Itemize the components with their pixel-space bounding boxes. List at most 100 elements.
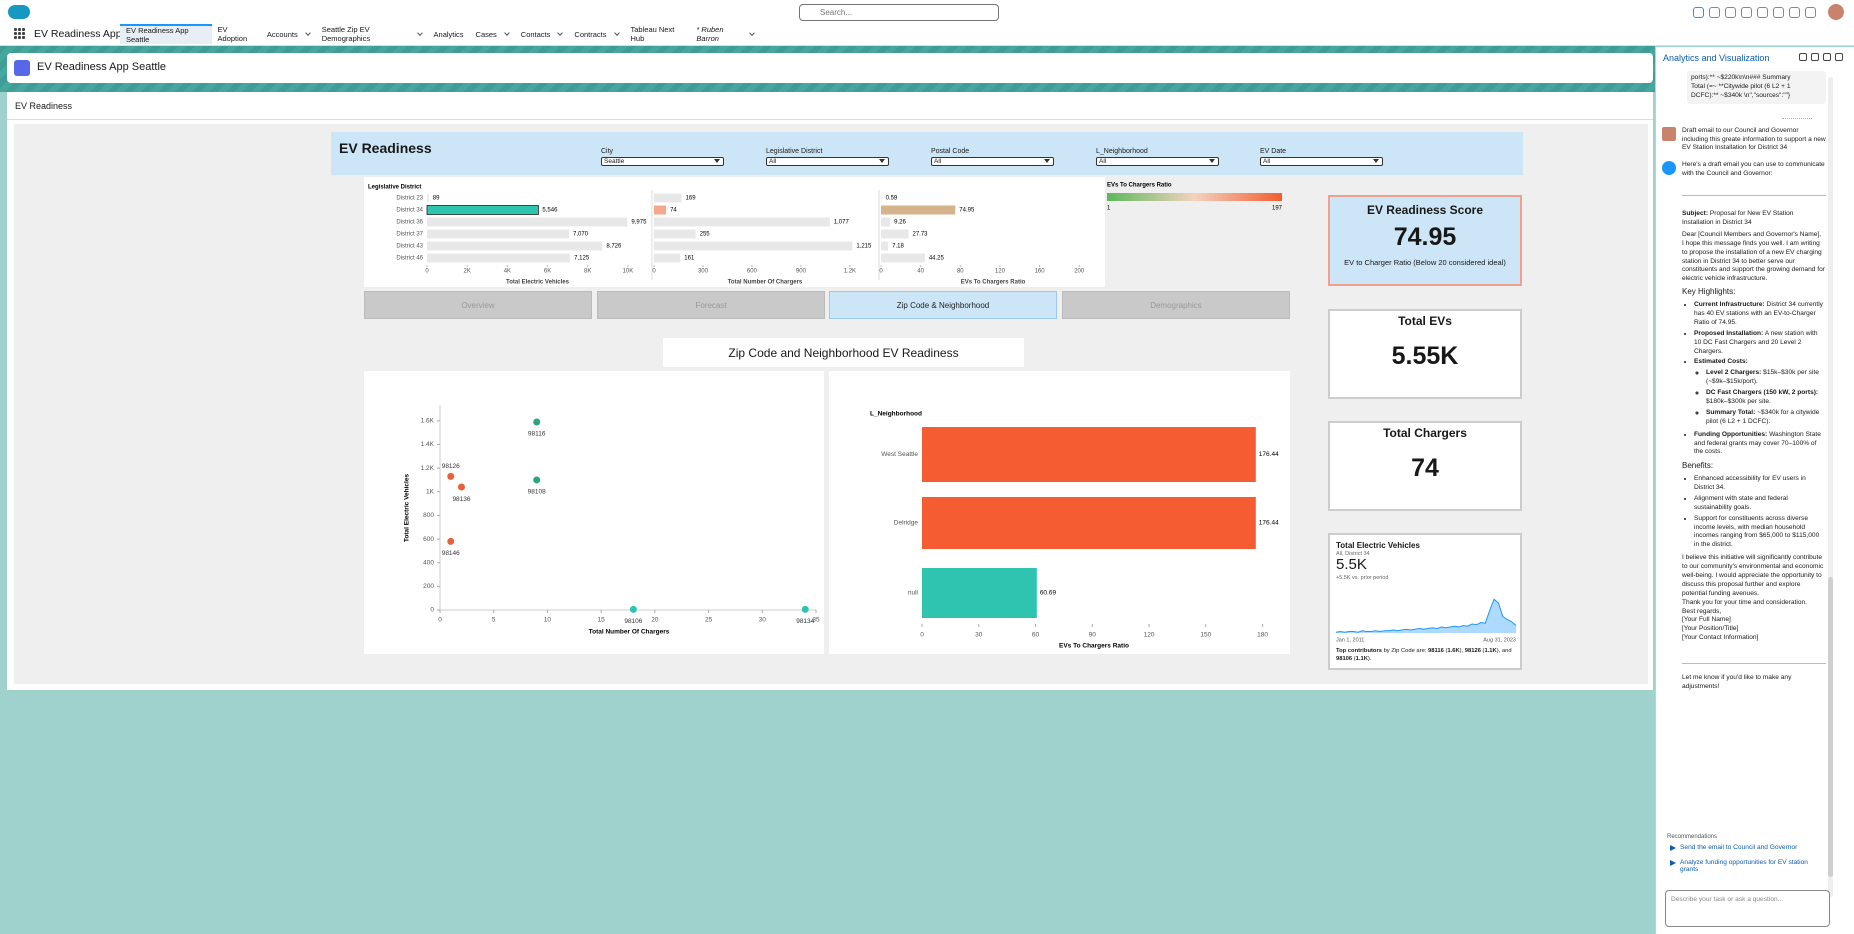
app-launcher-dot[interactable] — [18, 32, 21, 35]
nav-tab[interactable]: Accounts — [261, 24, 316, 44]
filter-arrow[interactable] — [714, 159, 720, 163]
dashboard-tab[interactable]: Forecast — [597, 291, 825, 319]
header-icon[interactable] — [1693, 7, 1704, 18]
nav-tab-label[interactable]: Cases — [475, 29, 497, 39]
dashboard-tab-label[interactable]: Overview — [461, 300, 495, 310]
app-launcher-dot[interactable] — [18, 36, 21, 39]
nav-tab-chevron[interactable] — [416, 29, 423, 36]
neighborhood-tile — [829, 371, 1290, 654]
email-draft: Subject: Proposal for New EV Station Ins… — [1682, 195, 1826, 707]
previous-line: DCFC):** ~$340k \n","sources":""} — [1691, 91, 1791, 99]
filter-select[interactable]: All — [1260, 157, 1383, 166]
filter-arrow[interactable] — [1044, 159, 1050, 163]
dashboard-tab-label[interactable]: Forecast — [695, 300, 727, 310]
dashboard-tab[interactable]: Overview — [364, 291, 592, 319]
closing-line: I believe this initiative will significa… — [1682, 554, 1824, 597]
panel-icon[interactable] — [1799, 53, 1807, 61]
filter-arrow[interactable] — [1373, 159, 1379, 163]
header-icon[interactable] — [1805, 7, 1816, 18]
dashboard-tab[interactable]: Zip Code & Neighborhood — [829, 291, 1057, 319]
app-launcher-dot[interactable] — [14, 28, 17, 31]
feedback-icons[interactable] — [1782, 110, 1812, 119]
nav-tab[interactable]: * Ruben Barron — [690, 24, 760, 44]
header-icon[interactable] — [1725, 7, 1736, 18]
recommendation[interactable]: Analyze funding opportunities for EV sta… — [1670, 859, 1820, 873]
nav-tab[interactable]: Cases — [470, 24, 515, 44]
nav-tab-label[interactable]: Contracts — [574, 29, 607, 39]
recommendation-arrow[interactable] — [1670, 845, 1676, 851]
nav-tab[interactable]: Seattle Zip EV Demographics — [316, 24, 428, 44]
filter-value[interactable]: All — [934, 158, 942, 165]
filter-label: EV Date — [1260, 148, 1287, 155]
header-icon[interactable] — [1709, 7, 1720, 18]
chat-input[interactable]: Describe your task or ask a question... — [1665, 890, 1830, 927]
nav-tab-label[interactable]: Tableau Next Hub — [630, 25, 675, 43]
panel-icon[interactable] — [1811, 53, 1819, 61]
nav-tab-label[interactable]: EV Adoption — [217, 25, 248, 43]
app-launcher-dot[interactable] — [18, 28, 21, 31]
filter-value[interactable]: All — [1263, 158, 1271, 165]
nav-tab-chevron[interactable] — [304, 29, 311, 36]
header-icon[interactable] — [1789, 7, 1800, 18]
app-launcher-dot[interactable] — [22, 36, 25, 39]
page-tab[interactable]: EV Readiness — [15, 101, 73, 111]
nav-tab[interactable]: EV Readiness App Seattle — [120, 24, 212, 44]
header-icon[interactable] — [1773, 7, 1784, 18]
recommendation[interactable]: Send the email to Council and Governor — [1670, 844, 1820, 851]
nav-tab-label[interactable]: Seattle Zip EV Demographics — [321, 25, 371, 43]
nav-tab-label[interactable]: Contacts — [520, 29, 551, 39]
nav-tab-label[interactable]: Analytics — [433, 29, 464, 39]
header-icon[interactable] — [1741, 7, 1752, 18]
app-launcher-dot[interactable] — [14, 36, 17, 39]
nav-tab[interactable]: Tableau Next Hub — [625, 24, 691, 44]
nav-tab[interactable]: Contacts — [515, 24, 569, 44]
user-avatar — [1662, 126, 1676, 141]
dashboard-header: EV Readiness City Seattle Legislative Distr… — [331, 132, 1523, 175]
assistant-message-row: Here's a draft email you can use to comm… — [1662, 161, 1826, 179]
feedback-icons[interactable] — [1782, 698, 1826, 707]
dashboard-tab-label[interactable]: Zip Code & Neighborhood — [896, 300, 990, 310]
panel-icon[interactable] — [1823, 53, 1831, 61]
recommendation-text[interactable]: Send the email to Council and Governor — [1680, 844, 1798, 851]
nav-tab[interactable]: Analytics — [428, 24, 470, 44]
filter-arrow[interactable] — [1209, 159, 1215, 163]
filter-select[interactable]: All — [766, 157, 889, 166]
kpi-value: 74.95 — [1393, 223, 1457, 251]
dashboard-tab[interactable]: Demographics — [1062, 291, 1290, 319]
nav-tab-label[interactable]: EV Readiness App Seattle — [126, 26, 189, 44]
nav-tab-chevron[interactable] — [613, 29, 620, 36]
nav-tab-chevron[interactable] — [749, 29, 755, 36]
panel-icon[interactable] — [1835, 53, 1843, 61]
header-icon[interactable] — [1757, 7, 1768, 18]
recommendation-text[interactable]: Analyze funding opportunities for EV sta… — [1680, 859, 1808, 873]
filter-select[interactable]: Seattle — [601, 157, 724, 166]
avatar[interactable] — [1828, 4, 1844, 20]
nav-tab-label[interactable]: Accounts — [266, 29, 298, 39]
search-box[interactable]: Search... — [799, 4, 999, 21]
nav-tab-chevron[interactable] — [503, 29, 510, 36]
nav-tab[interactable]: EV Adoption — [212, 24, 261, 44]
dashboard-tab-label[interactable]: Demographics — [1150, 300, 1202, 310]
highlight-text: Washington State and federal grants may … — [1694, 430, 1821, 456]
app-launcher-dot[interactable] — [22, 32, 25, 35]
filter-select[interactable]: All — [1096, 157, 1219, 166]
kpi-card: Total Chargers 74 — [1328, 421, 1522, 511]
nav-tab-label[interactable]: * Ruben Barron — [696, 25, 724, 43]
filter-arrow[interactable] — [879, 159, 885, 163]
subject-label: Subject: — [1682, 210, 1709, 218]
sub-list: Level 2 Chargers: $15k–$30k per site (~$… — [1694, 369, 1826, 426]
filter-select[interactable]: All — [931, 157, 1054, 166]
nav-tab[interactable]: Contracts — [568, 24, 624, 44]
nav-tab-chevron[interactable] — [557, 29, 564, 36]
filter-value[interactable]: All — [769, 158, 777, 165]
filter-value[interactable]: All — [1099, 158, 1107, 165]
filter-value[interactable]: Seattle — [604, 158, 625, 165]
benefit-item: Alignment with state and federal sustain… — [1694, 495, 1826, 513]
input-placeholder[interactable]: Describe your task or ask a question... — [1671, 896, 1784, 903]
benefits-list: Enhanced accessibility for EV users in D… — [1682, 475, 1826, 550]
panel-title: Analytics and Visualization — [1663, 53, 1770, 63]
app-launcher-dot[interactable] — [14, 32, 17, 35]
recommendation-arrow[interactable] — [1670, 860, 1676, 866]
app-launcher-dot[interactable] — [22, 28, 25, 31]
subject-text: Proposal for New EV Station Installation… — [1682, 210, 1794, 227]
